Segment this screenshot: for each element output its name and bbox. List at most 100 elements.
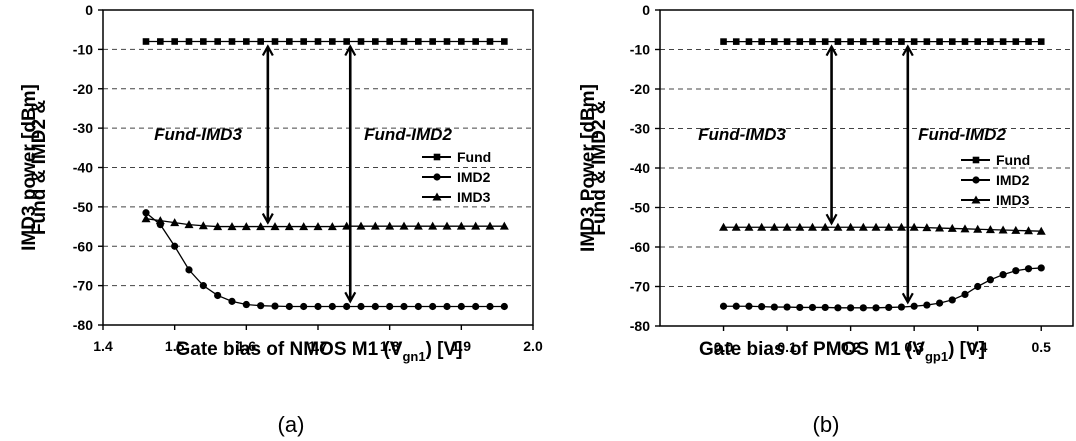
y-axis-label: Fund & IMD2 & xyxy=(589,100,610,235)
legend-label: IMD3 xyxy=(996,192,1030,208)
data-point-imd2 xyxy=(834,304,842,312)
x-tick-label: 0.2 xyxy=(841,339,861,355)
data-point-imd2 xyxy=(948,296,956,304)
panel-label: (a) xyxy=(278,412,305,437)
data-point-imd3 xyxy=(213,222,223,231)
data-point-imd2 xyxy=(1012,267,1020,275)
data-point-fund xyxy=(157,38,164,45)
data-point-imd3 xyxy=(935,223,945,232)
data-point-imd3 xyxy=(769,222,779,231)
data-point-imd3 xyxy=(241,222,251,231)
data-point-imd2 xyxy=(961,290,969,298)
data-point-fund xyxy=(458,38,465,45)
x-tick-label: 1.9 xyxy=(452,338,472,354)
data-point-imd2 xyxy=(821,303,829,312)
series-line-imd2 xyxy=(723,267,1042,309)
data-point-imd3 xyxy=(428,221,438,230)
data-point-imd2 xyxy=(400,302,408,311)
data-point-imd3 xyxy=(270,222,280,231)
data-point-imd2 xyxy=(986,276,995,284)
data-point-imd3 xyxy=(356,221,366,230)
data-point-imd2 xyxy=(999,271,1007,279)
data-point-fund xyxy=(732,38,740,45)
data-point-imd3 xyxy=(757,222,767,231)
annotation-label: Fund-IMD3 xyxy=(698,125,786,144)
data-point-fund xyxy=(214,38,221,45)
data-point-fund xyxy=(809,38,816,45)
data-point-imd3 xyxy=(141,214,151,223)
y-axis-label: Fund & IMD2 & xyxy=(29,100,50,235)
data-point-fund xyxy=(923,38,931,45)
legend-marker-imd2 xyxy=(972,176,980,184)
x-tick-label: 0.5 xyxy=(1031,339,1051,355)
data-point-imd3 xyxy=(313,222,323,231)
data-point-imd2 xyxy=(357,302,365,311)
data-point-imd2 xyxy=(910,302,918,310)
legend-marker-fund xyxy=(972,156,980,164)
data-point-imd3 xyxy=(1011,225,1021,234)
data-point-imd2 xyxy=(271,302,279,310)
y-tick-label: 0 xyxy=(642,2,650,18)
data-point-fund xyxy=(771,38,778,45)
data-point-imd3 xyxy=(471,221,481,230)
y-tick-label: -30 xyxy=(73,120,93,136)
data-point-fund xyxy=(257,38,264,45)
data-point-fund xyxy=(200,38,207,45)
y-tick-label: -60 xyxy=(630,239,650,255)
legend-marker-imd3 xyxy=(971,195,981,204)
data-point-fund xyxy=(400,38,408,45)
data-point-imd3 xyxy=(947,223,957,232)
data-point-imd3 xyxy=(998,225,1008,234)
data-point-fund xyxy=(936,38,943,45)
data-point-fund xyxy=(745,38,753,45)
data-point-imd3 xyxy=(284,222,294,231)
y-tick-label: -50 xyxy=(630,200,650,216)
annotation-label: Fund-IMD2 xyxy=(364,125,452,144)
data-point-fund xyxy=(486,38,494,45)
data-point-fund xyxy=(834,38,842,45)
data-point-imd2 xyxy=(859,304,867,312)
data-point-fund xyxy=(720,38,727,45)
data-point-imd3 xyxy=(442,221,452,230)
data-point-imd3 xyxy=(1024,226,1034,235)
data-point-imd3 xyxy=(871,222,881,231)
data-point-fund xyxy=(472,38,479,45)
data-point-imd3 xyxy=(155,216,165,225)
data-point-imd3 xyxy=(456,221,466,230)
data-point-imd3 xyxy=(413,221,423,230)
data-point-fund xyxy=(1012,38,1020,45)
series-line-imd3 xyxy=(145,218,505,228)
x-axis-label-subscript: gn1 xyxy=(402,349,425,364)
data-point-imd3 xyxy=(833,222,843,231)
data-point-imd3 xyxy=(846,222,856,231)
data-point-imd3 xyxy=(198,221,208,230)
data-point-imd2 xyxy=(758,303,766,311)
data-point-fund xyxy=(987,38,994,45)
data-point-imd2 xyxy=(872,304,880,312)
data-point-fund xyxy=(974,38,981,45)
data-point-imd3 xyxy=(922,223,932,232)
legend-label: Fund xyxy=(457,149,491,165)
data-point-imd3 xyxy=(485,221,495,230)
data-point-imd2 xyxy=(923,301,931,309)
data-point-fund xyxy=(429,38,436,45)
y-tick-label: -40 xyxy=(630,160,650,176)
x-axis-label-unit: ) [V] xyxy=(948,339,985,360)
legend-marker-imd3 xyxy=(432,192,442,201)
data-point-imd3 xyxy=(370,221,380,230)
data-point-fund xyxy=(847,38,854,45)
y-tick-label: -30 xyxy=(630,121,650,137)
data-point-imd2 xyxy=(500,302,508,311)
chart-panel-b: 0 -10 -20 -30 -40 -50 -60 -70 -80 0.0 0.1 0.2 0.3 0.4… xyxy=(578,2,1074,437)
legend-marker-imd2 xyxy=(433,173,441,181)
data-point-imd2 xyxy=(199,282,207,290)
data-point-fund xyxy=(910,38,918,45)
data-point-fund xyxy=(796,38,804,45)
y-tick-label: -20 xyxy=(73,81,93,97)
data-point-imd2 xyxy=(974,282,982,291)
data-point-fund xyxy=(329,38,336,45)
y-axis-label: IMD3 Power [dBm] xyxy=(578,84,599,252)
data-point-fund xyxy=(860,38,867,45)
data-point-imd3 xyxy=(807,222,817,231)
x-axis-label-main: Gate bias of PMOS M1 (V xyxy=(699,339,925,360)
